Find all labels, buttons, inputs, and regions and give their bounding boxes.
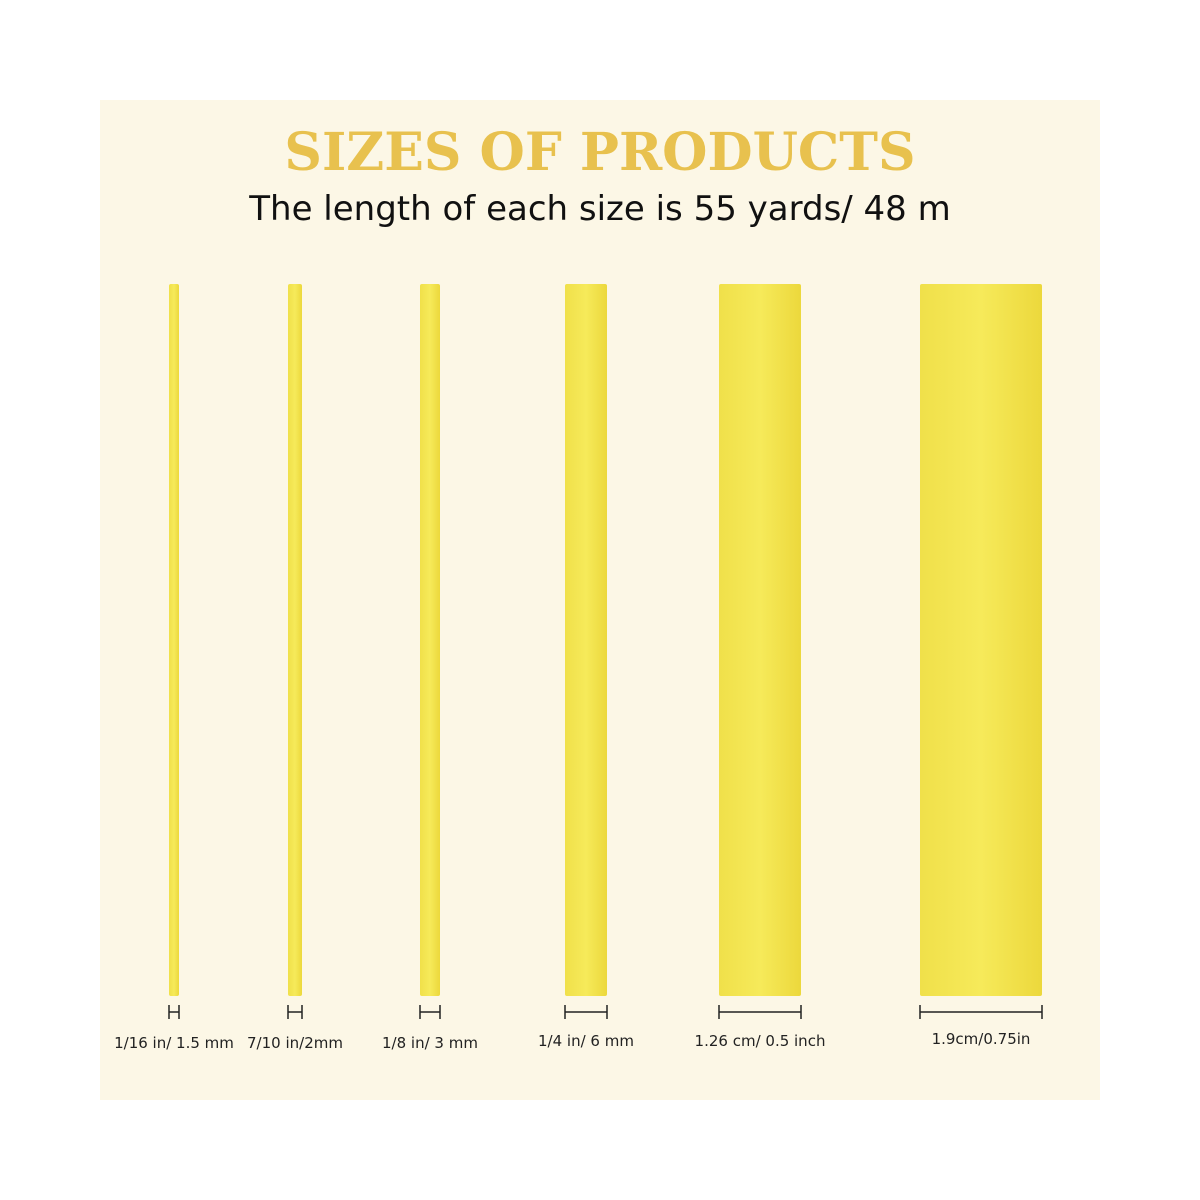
tape (288, 284, 302, 996)
tape (920, 284, 1042, 996)
size-label: 1/8 in/ 3 mm (382, 1034, 478, 1052)
tape (420, 284, 440, 996)
title: SIZES OF PRODUCTS (284, 122, 915, 183)
size-label: 7/10 in/2mm (247, 1034, 343, 1052)
tape (565, 284, 607, 996)
size-label: 1.26 cm/ 0.5 inch (695, 1032, 826, 1050)
size-label: 1/4 in/ 6 mm (538, 1032, 634, 1050)
size-label: 1.9cm/0.75in (932, 1030, 1031, 1048)
tape (719, 284, 801, 996)
subtitle: The length of each size is 55 yards/ 48 … (248, 189, 950, 229)
tape (169, 284, 179, 996)
size-label: 1/16 in/ 1.5 mm (114, 1034, 234, 1052)
